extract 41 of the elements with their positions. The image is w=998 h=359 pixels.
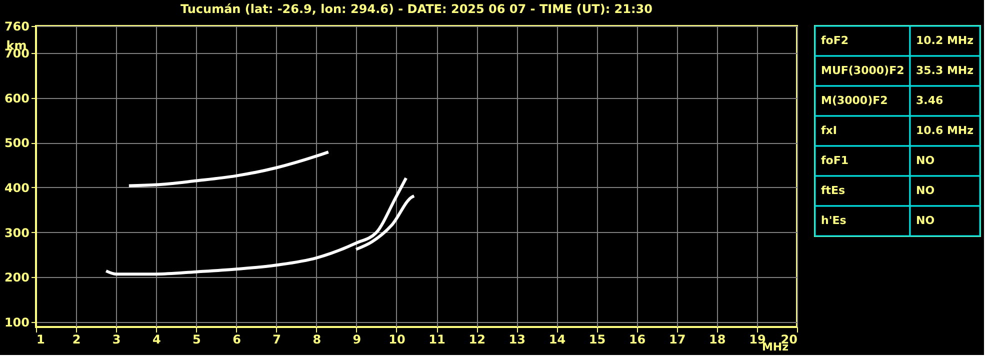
- y-tick-label: 100: [4, 316, 30, 330]
- text: foF1: [821, 154, 849, 167]
- line-series: [127, 150, 330, 188]
- text: M(3000)F2: [821, 94, 888, 107]
- chart-title: Tucumán (lat: -26.9, lon: 294.6) - DATE: 2025 06 07 - TIME (UT): 21:30: [180, 2, 652, 16]
- x-tick-label: 1: [36, 332, 45, 346]
- text: ftEs: [821, 184, 846, 197]
- x-tick-label: 12: [468, 332, 486, 346]
- text: 3.46: [916, 94, 944, 107]
- x-tick-label: 2: [72, 332, 81, 346]
- text: NO: [916, 154, 935, 167]
- x-tick-label: 11: [428, 332, 446, 346]
- y-tick-label: 200: [4, 270, 30, 285]
- x-tick-label: 3: [112, 332, 121, 346]
- text: 10.2 MHz: [916, 34, 974, 47]
- y-tick-label: 300: [4, 226, 30, 240]
- x-tick-label: 17: [668, 332, 686, 346]
- x-tick-label: 5: [192, 332, 201, 346]
- text: h'Es: [821, 214, 847, 227]
- text: 10.6 MHz: [916, 124, 974, 137]
- x-tick-label: 15: [588, 332, 606, 346]
- text: MUF(3000)F2: [821, 64, 904, 77]
- y-tick-label: 500: [4, 136, 30, 150]
- x-tick-label: 6: [232, 332, 241, 346]
- text: NO: [916, 184, 935, 197]
- text: fxI: [821, 124, 837, 137]
- x-tick-label: 9: [352, 332, 362, 346]
- x-tick-label: 8: [312, 332, 322, 346]
- x-tick-label: 10: [388, 332, 406, 346]
- x-tick-label: 14: [548, 332, 566, 346]
- x-tick-label: 16: [628, 332, 646, 346]
- x-tick-label: 18: [709, 332, 726, 346]
- y-tick-label: 760: [4, 20, 30, 34]
- y-tick-label: 400: [4, 180, 30, 195]
- text: NO: [916, 214, 935, 227]
- x-tick-label: 13: [508, 332, 526, 346]
- x-tick-label: 7: [272, 332, 281, 346]
- y-tick-label: 600: [4, 91, 30, 106]
- text: foF2: [821, 34, 849, 47]
- text: 35.3 MHz: [916, 64, 974, 77]
- x-tick-label: 4: [152, 332, 161, 346]
